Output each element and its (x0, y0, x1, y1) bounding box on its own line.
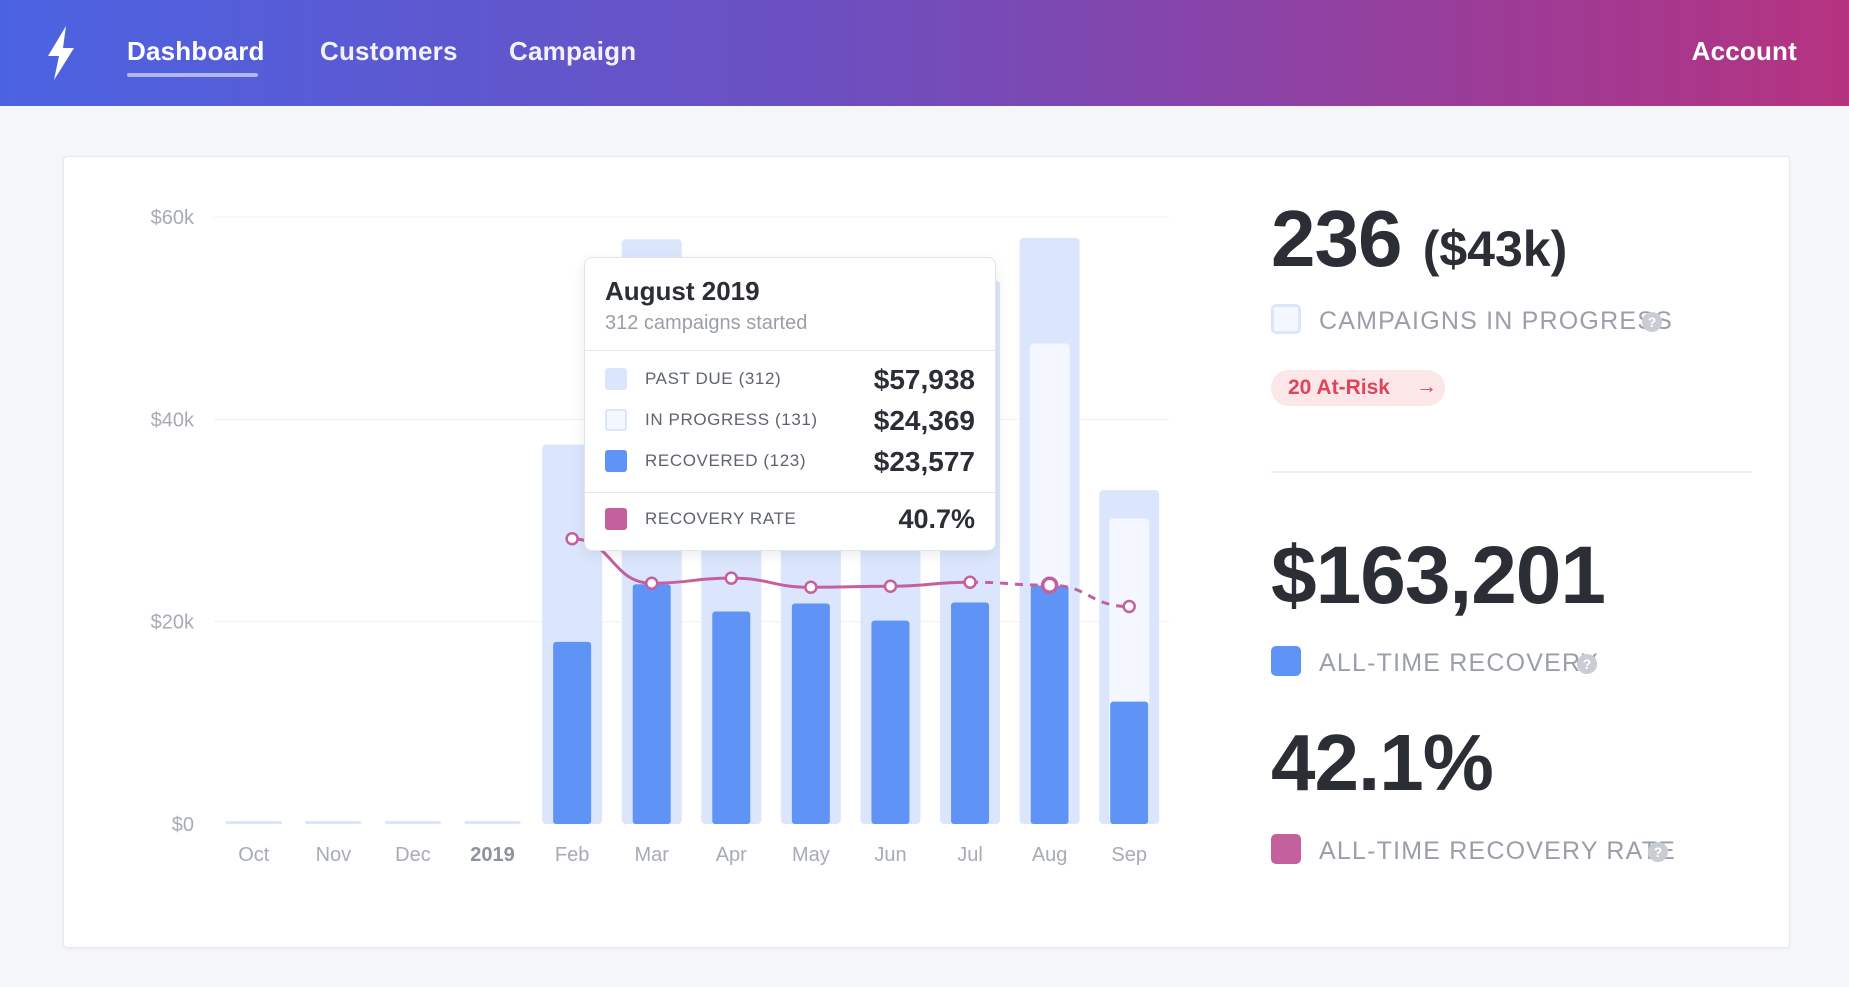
tooltip-row-past-due: PAST DUE (312) $57,938 (605, 364, 975, 398)
nav-tab-campaign[interactable]: Campaign (509, 36, 637, 66)
tooltip-divider (585, 350, 995, 351)
recovery-rate-point (1122, 599, 1136, 614)
all-time-recovery-rate-label: ALL-TIME RECOVERY RATE (1319, 837, 1677, 865)
recovered-bar (553, 641, 592, 824)
recovery-rate-point (724, 571, 739, 585)
at-risk-badge[interactable]: 20 At-Risk → (1271, 370, 1445, 406)
lightning-bolt-icon[interactable] (44, 26, 78, 80)
help-icon[interactable]: ? (1648, 842, 1668, 862)
x-tick-label: Nov (316, 844, 352, 866)
tooltip-row-label: RECOVERED (123) (645, 451, 807, 470)
x-tick-label: Jun (874, 844, 906, 866)
all-time-recovery-amount: $163,201 (1271, 530, 1606, 621)
tooltip-row-value: 40.7% (898, 504, 975, 534)
recovery-rate-point (963, 575, 977, 589)
tooltip-row-recovery-rate: RECOVERY RATE 40.7% (605, 504, 975, 538)
all-time-recovery-label: ALL-TIME RECOVERY (1319, 649, 1599, 677)
past-due-bar (384, 821, 441, 824)
x-tick-label: 2019 (470, 844, 514, 866)
nav-tab-dashboard[interactable]: Dashboard (127, 36, 265, 66)
y-tick-label: $40k (151, 409, 195, 431)
recovered-bar (791, 603, 830, 824)
recovery-rate-point (804, 580, 818, 595)
recovered-bar (1110, 701, 1149, 824)
campaigns-amount: ($43k) (1422, 221, 1568, 277)
nav-tab-customers[interactable]: Customers (320, 36, 458, 66)
tooltip-row-value: $23,577 (873, 446, 975, 477)
recovered-swatch (605, 450, 627, 472)
recovery-rate-swatch (605, 508, 627, 530)
stats-divider (1271, 471, 1752, 473)
x-tick-label: Oct (238, 844, 270, 866)
past-due-bar (225, 821, 282, 824)
recovered-bar (712, 611, 751, 824)
tooltip-row-in-progress: IN PROGRESS (131) $24,369 (605, 405, 975, 439)
recovered-bar (871, 620, 910, 824)
all-time-recovery-rate-value: 42.1% (1271, 718, 1494, 807)
tooltip-row-label: PAST DUE (312) (645, 369, 782, 388)
past-due-bar (305, 821, 362, 824)
x-tick-label: Sep (1111, 844, 1147, 866)
tooltip-row-value: $57,938 (873, 364, 975, 395)
x-tick-label: Apr (716, 844, 747, 866)
tooltip-subtitle: 312 campaigns started (605, 312, 808, 334)
recovered-swatch (1271, 646, 1301, 676)
help-icon[interactable]: ? (1642, 312, 1662, 332)
tooltip-row-label: RECOVERY RATE (645, 509, 797, 528)
campaigns-count-number: 236 (1271, 194, 1402, 283)
x-tick-label: Feb (555, 844, 589, 866)
recovery-rate-swatch (1271, 834, 1301, 864)
x-tick-label: Mar (634, 844, 669, 866)
recovery-rate-point (883, 579, 898, 594)
recovered-bar (1030, 585, 1069, 824)
nav-account-link[interactable]: Account (1691, 36, 1797, 66)
y-tick-label: $0 (172, 814, 194, 836)
x-tick-label: Dec (395, 844, 431, 866)
x-tick-label: May (792, 844, 830, 866)
dashboard-card: $0 $20k $40k $60k Oct Nov Dec 2019 Feb Mar Apr May J… (63, 156, 1790, 948)
campaigns-in-progress-label: CAMPAIGNS IN PROGRESS (1319, 307, 1673, 335)
x-tick-label: Jul (957, 844, 983, 866)
in-progress-swatch (1271, 304, 1301, 334)
tooltip-row-value: $24,369 (873, 405, 975, 436)
past-due-swatch (605, 368, 627, 390)
recovered-bar (951, 602, 990, 824)
help-icon[interactable]: ? (1577, 654, 1597, 674)
active-tab-underline (127, 73, 258, 77)
y-tick-label: $60k (151, 207, 195, 229)
at-risk-label: 20 At-Risk (1288, 376, 1390, 399)
tooltip-row-label: IN PROGRESS (131) (645, 410, 818, 429)
recovery-rate-line (572, 537, 971, 589)
arrow-right-icon: → (1416, 375, 1437, 398)
x-tick-label: Aug (1032, 844, 1068, 866)
recovery-rate-point (1040, 576, 1059, 594)
chart-tooltip: August 2019 312 campaigns started PAST D… (584, 257, 996, 551)
recovered-bar (632, 584, 671, 824)
top-navigation-bar: Dashboard Customers Campaign Account (0, 0, 1849, 106)
tooltip-title: August 2019 (605, 276, 760, 306)
tooltip-divider (585, 492, 995, 493)
recovery-rate-point (644, 576, 659, 590)
campaigns-in-progress-count: 236 ($43k) (1271, 193, 1567, 285)
recovery-rate-point (565, 531, 579, 546)
y-tick-label: $20k (151, 612, 195, 634)
past-due-bar (464, 821, 521, 824)
in-progress-swatch (605, 409, 627, 431)
tooltip-row-recovered: RECOVERED (123) $23,577 (605, 446, 975, 480)
